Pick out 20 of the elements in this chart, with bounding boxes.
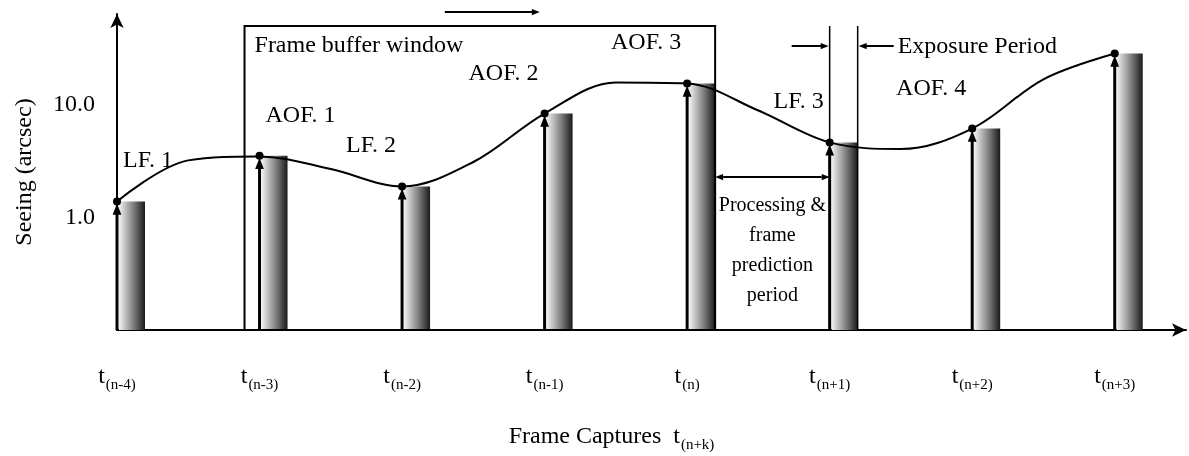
y-tick-label: 10.0 <box>53 89 95 116</box>
y-axis-title: Seeing (arcsec) <box>10 98 36 246</box>
annotation: LF. 1 <box>123 146 174 173</box>
point <box>968 124 977 133</box>
point <box>1110 49 1119 58</box>
point <box>683 79 692 88</box>
annotation: AOF. 4 <box>896 73 967 100</box>
annotation: AOF. 2 <box>468 58 539 85</box>
annotation: Exposure Period <box>897 31 1057 60</box>
point <box>113 197 121 206</box>
point <box>398 182 407 191</box>
annotation: LF. 3 <box>773 87 824 114</box>
point <box>255 151 264 160</box>
annotation: AOF. 3 <box>611 28 682 55</box>
point <box>540 109 549 118</box>
annotation: Processing & frame prediction period <box>717 192 827 308</box>
y-tick-label: 1.0 <box>65 203 95 230</box>
annotation: LF. 2 <box>345 131 397 158</box>
annotation: Frame buffer window <box>254 30 464 59</box>
annotation: AOF. 1 <box>265 100 336 127</box>
